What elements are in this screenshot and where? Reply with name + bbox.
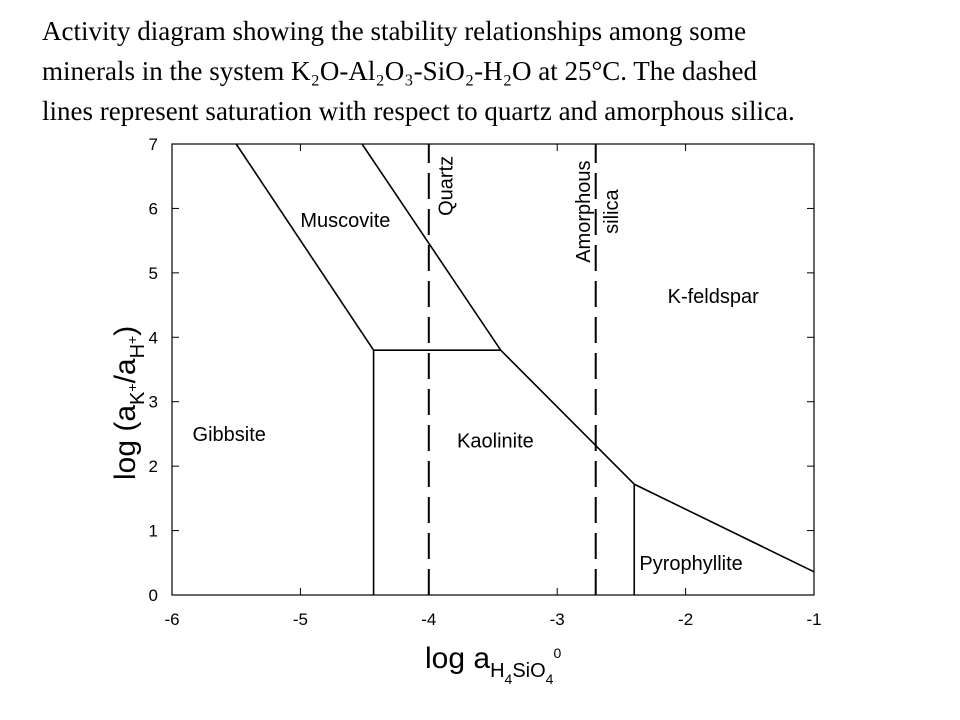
y-tick-label: 7 <box>149 135 158 154</box>
label-part: + <box>124 383 140 391</box>
label-part: ) <box>109 326 142 336</box>
phase-boundary <box>361 143 815 573</box>
x-tick-label: -5 <box>293 610 308 629</box>
x-tick-label: -6 <box>164 610 179 629</box>
y-label: log (aK+/aH+) <box>109 326 149 480</box>
y-tick-label: 5 <box>149 264 158 283</box>
region-label: Gibbsite <box>193 424 266 446</box>
region-label: Amorphous <box>573 161 595 263</box>
label-part: SiO <box>512 660 545 682</box>
region-label: Pyrophyllite <box>639 553 742 575</box>
y-tick-label: 1 <box>149 522 158 541</box>
x-tick-label: -4 <box>421 610 436 629</box>
label-part: H <box>127 344 149 358</box>
plot-frame <box>171 143 815 596</box>
label-part: 4 <box>546 671 554 687</box>
label-part: /a <box>109 358 142 383</box>
y-tick-label: 3 <box>149 393 158 412</box>
region-label: silica <box>601 189 623 234</box>
region-label: Muscovite <box>300 210 390 232</box>
x-tick-label: -2 <box>678 610 693 629</box>
label-part: log a <box>425 642 490 675</box>
y-tick-label: 4 <box>149 328 158 347</box>
label-part: H <box>490 660 504 682</box>
x-tick-label: -3 <box>550 610 565 629</box>
y-tick-label: 0 <box>149 586 158 605</box>
title-line: Activity diagram showing the stability r… <box>42 16 746 46</box>
region-label: Quartz <box>435 156 457 216</box>
region-label: Kaolinite <box>457 430 534 452</box>
region-label: K-feldspar <box>668 286 759 308</box>
label-part: 4 <box>505 671 513 687</box>
x-tick-label: -1 <box>806 610 821 629</box>
x-label: log aH4SiO40 <box>425 642 561 687</box>
title-line: minerals in the system K₂O-Al₂O₃-SiO₂-H₂… <box>42 56 758 86</box>
label-part: + <box>124 336 140 344</box>
title-line: lines represent saturation with respect … <box>42 96 795 126</box>
y-tick-label: 2 <box>149 457 158 476</box>
label-part: 0 <box>553 645 561 661</box>
label-part: log (a <box>109 405 142 480</box>
y-tick-label: 6 <box>149 199 158 218</box>
phase-boundary <box>235 143 375 351</box>
label-part: K <box>127 391 149 405</box>
